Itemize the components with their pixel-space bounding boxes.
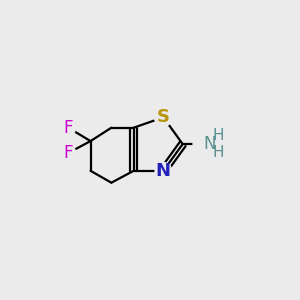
- Text: S: S: [157, 108, 170, 126]
- Text: F: F: [64, 144, 73, 162]
- Ellipse shape: [61, 146, 76, 160]
- Text: F: F: [64, 119, 73, 137]
- Text: N: N: [203, 135, 216, 153]
- Ellipse shape: [61, 120, 76, 135]
- Text: H: H: [212, 128, 224, 143]
- Text: H: H: [212, 146, 224, 160]
- Ellipse shape: [193, 128, 226, 160]
- Ellipse shape: [155, 163, 172, 179]
- Ellipse shape: [154, 108, 172, 126]
- Text: N: N: [156, 162, 171, 180]
